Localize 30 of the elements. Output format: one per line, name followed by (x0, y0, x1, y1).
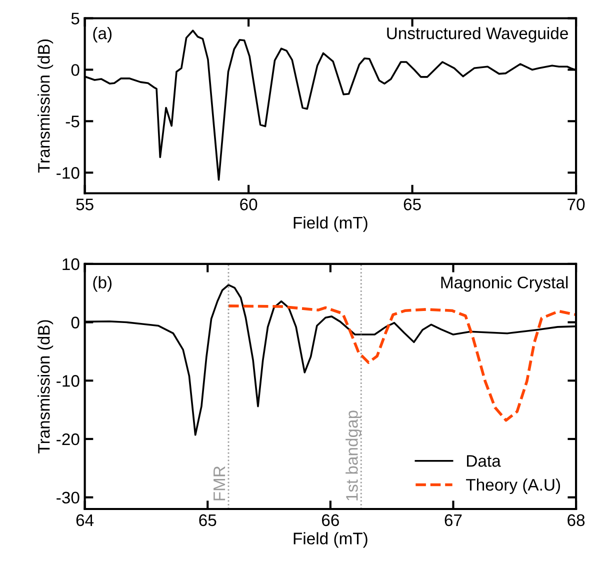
y-tick-label: 0 (71, 64, 80, 76)
chart-title: Unstructured Waveguide (387, 26, 568, 43)
ref-line-label: 1st bandgap (346, 410, 362, 500)
x-tick-label: 65 (199, 514, 216, 526)
legend-label: Theory (A.U) (466, 478, 560, 494)
x-tick-label: 67 (444, 514, 462, 526)
ref-line-label: FMR (214, 466, 226, 500)
annotation: (a) (93, 26, 112, 43)
y-tick-label: -10 (56, 167, 80, 179)
y-tick-label: -30 (56, 492, 80, 504)
x-tick-label: 65 (404, 198, 421, 210)
y-tick-label: 10 (62, 258, 80, 270)
text: Magnonic Crystal (441, 276, 568, 292)
x-tick-label: 70 (568, 198, 585, 210)
x-tick-label: 55 (76, 198, 94, 210)
y-tick-label: -5 (66, 116, 80, 128)
y-tick-label: 5 (71, 12, 80, 24)
annotation: (b) (93, 276, 112, 292)
x-tick-label: 60 (240, 198, 258, 210)
y-axis-title: Transmission (dB) (38, 320, 54, 454)
y-tick-label: -10 (56, 375, 80, 387)
y-axis-title: Transmission (dB) (38, 39, 54, 173)
y-tick-label: 0 (71, 316, 80, 328)
legend-label: Data (467, 455, 501, 467)
x-tick-label: 66 (322, 514, 339, 526)
x-axis-title: Field (mT) (294, 532, 368, 548)
y-tick-label: -20 (56, 433, 80, 446)
x-tick-label: 64 (76, 514, 94, 526)
x-tick-label: 68 (568, 514, 585, 526)
x-axis-title: Field (mT) (294, 216, 368, 232)
